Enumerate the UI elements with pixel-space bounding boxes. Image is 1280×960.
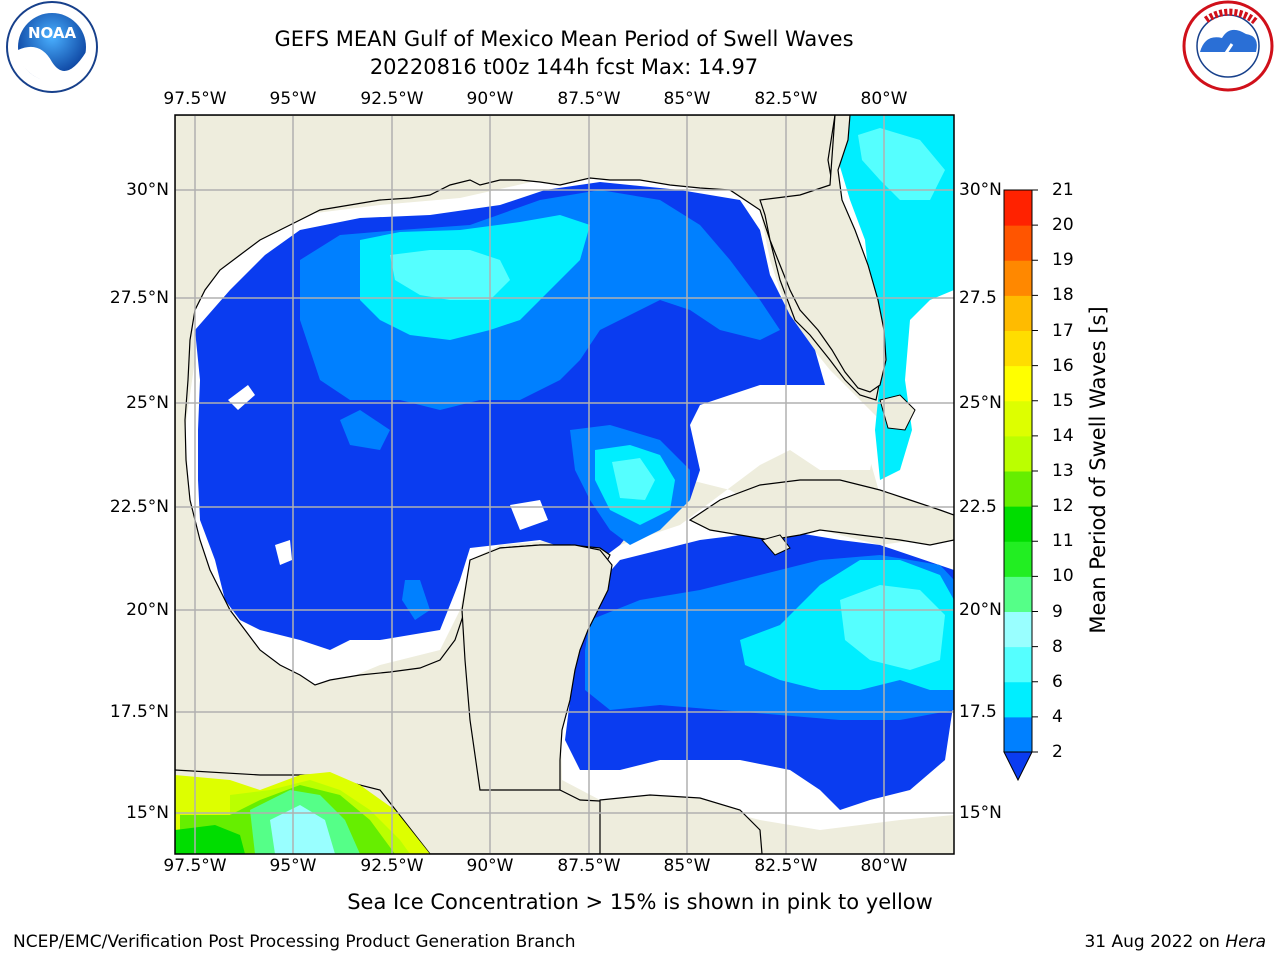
credit-host: Hera — [1225, 932, 1266, 952]
lon-label-top: 85°W — [663, 89, 711, 109]
lat-label-left: 27.5°N — [109, 288, 169, 308]
lon-label-bottom: 85°W — [663, 856, 711, 876]
colorbar-tick-label: 13 — [1052, 461, 1074, 481]
colorbar — [1003, 189, 1038, 782]
land-yucatan — [461, 544, 613, 791]
colorbar-tick-label: 9 — [1052, 601, 1063, 622]
lon-label-top: 90°W — [466, 89, 514, 109]
colorbar-segment — [1004, 400, 1032, 437]
footnote: Sea Ice Concentration > 15% is shown in … — [347, 890, 933, 914]
colorbar-tick-label: 16 — [1052, 355, 1074, 376]
colorbar-segment — [1004, 260, 1032, 296]
colorbar-tick-label: 6 — [1052, 671, 1063, 692]
lon-label-bottom: 82.5°W — [754, 856, 818, 876]
colorbar-segment — [1004, 295, 1032, 331]
lon-label-bottom: 95°W — [269, 856, 317, 876]
colorbar-segment — [1004, 646, 1032, 683]
colorbar-segment — [1004, 190, 1032, 226]
colorbar-tick-label: 21 — [1052, 180, 1074, 200]
colorbar-tick-label: 2 — [1052, 742, 1063, 762]
lat-label-left: 15°N — [126, 803, 169, 823]
lat-label-right: 25°N — [959, 393, 1002, 413]
credit-date: 31 Aug 2022 on — [1084, 932, 1226, 952]
lon-label-bottom: 97.5°W — [163, 856, 227, 876]
lat-label-left: 22.5°N — [109, 497, 169, 517]
lon-label-top: 97.5°W — [163, 89, 227, 109]
colorbar-segment — [1004, 541, 1032, 577]
noaa-logo: NOAA — [6, 1, 98, 93]
nws-logo — [1182, 0, 1274, 92]
colorbar-segment — [1004, 611, 1032, 648]
colorbar-tick-label: 20 — [1052, 215, 1074, 236]
colorbar-tick-label: 18 — [1052, 285, 1074, 306]
lon-label-top: 95°W — [269, 89, 317, 109]
colorbar-segment — [1004, 330, 1032, 367]
lat-label-right: 27.5 — [959, 288, 997, 308]
colorbar-segment — [1004, 435, 1032, 472]
lat-label-left: 20°N — [126, 600, 169, 620]
lat-label-right: 20°N — [959, 600, 1002, 620]
colorbar-segment — [1004, 681, 1032, 718]
lat-label-left: 25°N — [126, 393, 169, 413]
svg-text:NOAA: NOAA — [28, 24, 77, 42]
chart-title: GEFS MEAN Gulf of Mexico Mean Period of … — [274, 27, 854, 51]
credit-left: NCEP/EMC/Verification Post Processing Pr… — [13, 932, 576, 952]
colorbar-tick-label: 14 — [1052, 425, 1074, 446]
lat-label-right: 22.5 — [959, 497, 997, 517]
lon-label-bottom: 90°W — [466, 856, 514, 876]
map-frame — [174, 114, 955, 855]
lat-label-right: 17.5 — [959, 702, 997, 722]
colorbar-segment — [1004, 365, 1032, 402]
colorbar-tick-label: 4 — [1052, 706, 1063, 727]
colorbar-tick-label: 8 — [1052, 636, 1063, 657]
lat-label-left: 30°N — [126, 180, 169, 200]
colorbar-tick-label: 19 — [1052, 250, 1074, 271]
colorbar-segment — [1004, 506, 1032, 542]
credit-right: 31 Aug 2022 on Hera — [1084, 932, 1266, 952]
colorbar-tick-label: 12 — [1052, 496, 1074, 517]
lon-label-top: 80°W — [860, 89, 908, 109]
lon-label-bottom: 87.5°W — [557, 856, 621, 876]
colorbar-tick-label: 17 — [1052, 320, 1074, 341]
colorbar-segment — [1004, 716, 1032, 753]
chart-subtitle: 20220816 t00z 144h fcst Max: 14.97 — [369, 55, 759, 79]
lon-label-top: 87.5°W — [557, 89, 621, 109]
colorbar-tick-label: 15 — [1052, 390, 1074, 411]
lon-label-top: 82.5°W — [754, 89, 818, 109]
colorbar-segment — [1004, 471, 1032, 507]
colorbar-title: Mean Period of Swell Waves [s] — [1086, 306, 1110, 634]
colorbar-segment — [1004, 576, 1032, 612]
lon-label-bottom: 80°W — [860, 856, 908, 876]
colorbar-tick-label: 11 — [1052, 531, 1074, 552]
colorbar-tick-label: 10 — [1052, 566, 1074, 587]
colorbar-extend-triangle — [1003, 751, 1033, 782]
lon-label-bottom: 92.5°W — [360, 856, 424, 876]
map-gridlines — [175, 115, 954, 854]
colorbar-segment — [1004, 225, 1032, 261]
lat-label-right: 15°N — [959, 803, 1002, 823]
lon-label-top: 92.5°W — [360, 89, 424, 109]
lat-label-left: 17.5°N — [109, 702, 169, 722]
lat-label-right: 30°N — [959, 180, 1002, 200]
map-area — [175, 115, 954, 854]
swell-8-9s — [390, 250, 510, 300]
